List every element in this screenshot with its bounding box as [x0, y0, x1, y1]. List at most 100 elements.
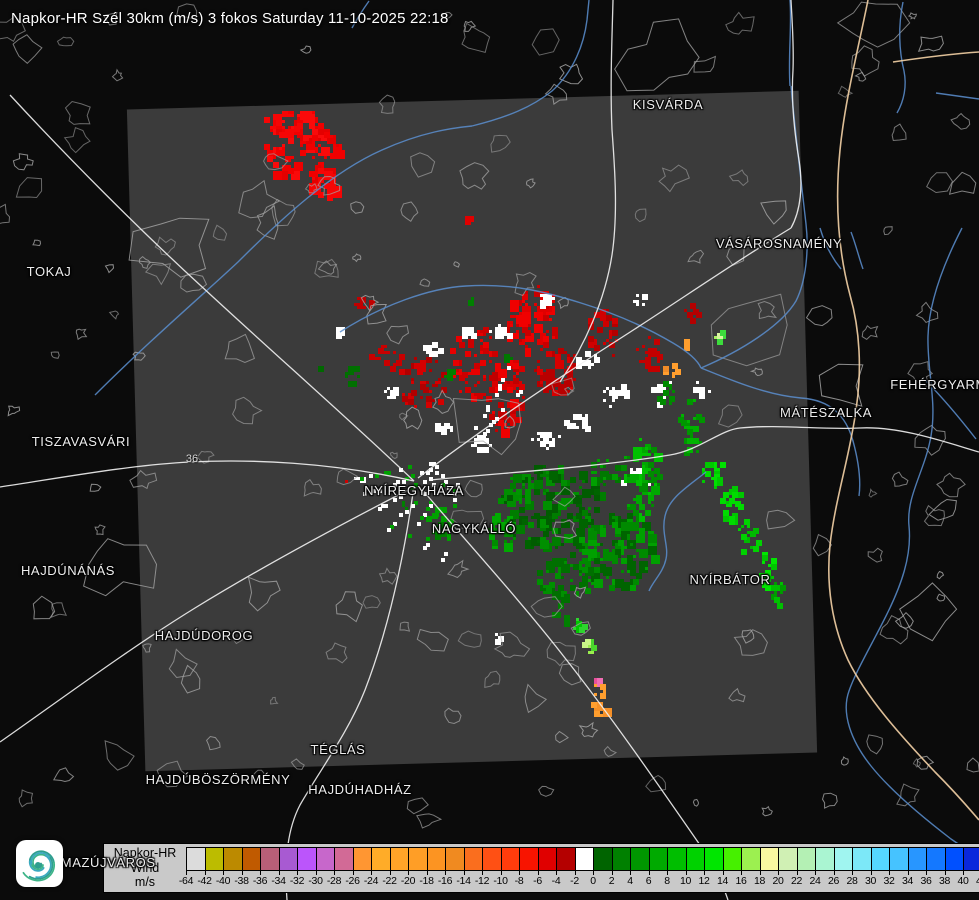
radar-echo-pixel — [576, 363, 582, 369]
radar-echo-pixel — [555, 354, 561, 360]
radar-echo-pixel — [780, 585, 786, 591]
radar-echo-pixel — [435, 507, 441, 513]
radar-echo-pixel — [552, 441, 555, 444]
settlement-outline — [861, 325, 879, 341]
radar-echo-pixel — [570, 357, 573, 360]
radar-echo-pixel — [558, 585, 564, 591]
radar-echo-pixel — [678, 417, 684, 423]
radar-echo-pixel — [642, 465, 651, 474]
settlement-outline — [0, 203, 11, 224]
radar-echo-pixel — [333, 186, 342, 195]
radar-echo-pixel — [573, 495, 582, 504]
radar-echo-pixel — [639, 513, 642, 516]
radar-echo-pixel — [687, 345, 690, 348]
radar-echo-pixel — [699, 417, 705, 423]
settlement-outline — [558, 63, 584, 85]
radar-echo-pixel — [504, 357, 510, 363]
settlement-outline — [303, 479, 322, 497]
radar-echo-pixel — [591, 645, 597, 651]
spiral-stroke — [30, 861, 44, 871]
legend-tick-value: -38 — [234, 875, 249, 887]
radar-echo-pixel — [588, 318, 594, 324]
legend-tick-value: -24 — [363, 875, 379, 887]
radar-echo-pixel — [495, 378, 498, 381]
settlement-outline — [550, 377, 575, 396]
radar-echo-pixel — [324, 156, 327, 159]
radar-echo-pixel — [630, 522, 639, 531]
radar-echo-pixel — [327, 171, 333, 177]
radar-echo-pixel — [612, 330, 618, 336]
radar-echo-pixel — [609, 336, 612, 339]
radar-echo-pixel — [393, 522, 397, 526]
radar-echo-pixel — [456, 483, 460, 487]
radar-echo-pixel — [486, 528, 489, 531]
radar-echo-pixel — [633, 480, 636, 483]
radar-echo-pixel — [561, 543, 564, 546]
radar-echo-pixel — [396, 480, 400, 484]
legend-tick-value: 36 — [920, 875, 932, 887]
settlement-outline — [403, 406, 423, 430]
radar-echo-pixel — [594, 684, 597, 687]
radar-echo-pixel — [273, 126, 276, 129]
radar-echo-pixel — [651, 447, 657, 453]
radar-echo-pixel — [561, 576, 564, 579]
radar-echo-pixel — [420, 396, 423, 399]
radar-echo-pixel — [606, 387, 609, 390]
settlement-outline — [603, 745, 618, 757]
radar-echo-pixel — [645, 567, 648, 570]
radar-echo-pixel — [594, 678, 597, 681]
radar-echo-pixel — [510, 420, 516, 426]
radar-echo-pixel — [519, 366, 525, 372]
radar-echo-pixel — [411, 378, 414, 381]
radar-echo-pixel — [435, 534, 441, 540]
radar-echo-pixel — [411, 474, 415, 478]
legend-tick — [389, 871, 391, 875]
radar-echo-pixel — [747, 525, 750, 528]
legend-tick-value: 42 — [975, 875, 979, 887]
radar-echo-pixel — [558, 501, 567, 510]
radar-echo-pixel — [489, 444, 492, 447]
radar-echo-pixel — [612, 318, 618, 324]
radar-echo-pixel — [645, 351, 648, 354]
radar-echo-pixel — [627, 561, 636, 570]
radar-echo-pixel — [582, 480, 585, 483]
settlement-outline — [452, 397, 522, 456]
radar-echo-pixel — [543, 588, 546, 591]
radar-echo-pixel — [321, 126, 324, 129]
radar-echo-pixel — [426, 381, 429, 384]
radar-echo-pixel — [573, 627, 576, 630]
radar-echo-pixel — [582, 546, 585, 549]
radar-echo-pixel — [636, 534, 645, 543]
weather-app-logo[interactable] — [16, 840, 63, 887]
radar-echo-pixel — [594, 546, 597, 549]
radar-echo-pixel — [564, 384, 567, 387]
radar-echo-pixel — [426, 543, 430, 547]
settlement-outline — [710, 293, 788, 367]
radar-echo-pixel — [513, 534, 516, 537]
radar-echo-pixel — [528, 483, 534, 489]
radar-echo-pixel — [384, 351, 387, 354]
radar-echo-pixel — [318, 144, 321, 147]
radar-echo-pixel — [552, 558, 561, 567]
radar-echo-pixel — [453, 375, 456, 378]
radar-echo-pixel — [582, 417, 588, 423]
radar-echo-pixel — [426, 402, 432, 408]
settlement-outline — [728, 169, 749, 187]
radar-echo-pixel — [468, 342, 474, 348]
radar-echo-pixel — [405, 510, 409, 514]
radar-echo-pixel — [345, 372, 348, 375]
radar-echo-pixel — [480, 330, 483, 333]
radar-echo-pixel — [777, 603, 783, 609]
spiral-stroke — [29, 850, 55, 864]
radar-echo-pixel — [600, 567, 606, 573]
radar-echo-pixel — [510, 324, 513, 327]
settlement-outline — [916, 755, 935, 770]
radar-echo-pixel — [384, 471, 388, 475]
settlement-outline — [63, 127, 91, 154]
radar-echo-pixel — [318, 165, 321, 168]
radar-echo-pixel — [450, 426, 453, 429]
legend-tick — [926, 871, 927, 875]
radar-echo-pixel — [435, 471, 439, 475]
radar-echo-pixel — [411, 363, 414, 366]
